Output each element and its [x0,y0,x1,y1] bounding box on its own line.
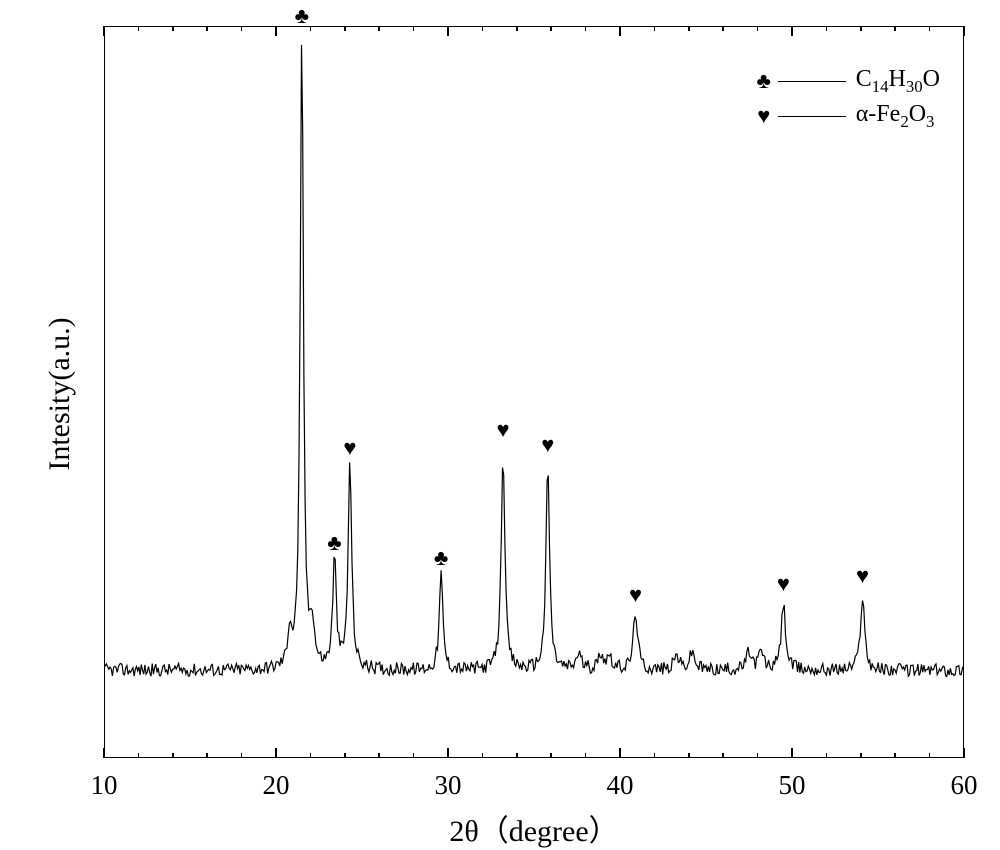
xtick-bottom [963,748,965,758]
xtick-top [894,26,896,31]
xtick-bottom [619,748,621,758]
xtick-top [619,26,621,36]
xtick-top [206,26,208,31]
legend-line [778,81,846,82]
xtick-top [344,26,346,31]
xtick-label: 60 [951,770,978,801]
xtick-bottom [516,753,518,758]
xtick-top [585,26,587,31]
peak-markers: ♣ ♣ ♥ ♣ ♥ ♥ ♥ ♥ ♥ [104,26,964,758]
xtick-top [826,26,828,31]
xtick-top [654,26,656,31]
xtick-top [172,26,174,31]
heart-icon: ♥ [750,103,778,129]
xtick-bottom [310,753,312,758]
heart-icon: ♥ [856,565,869,587]
legend-row: ♣ C14H30O [750,66,940,97]
xtick-bottom [447,748,449,758]
xtick-bottom [206,753,208,758]
legend-label: α-Fe2O3 [856,101,935,132]
xtick-top [688,26,690,31]
xtick-top [241,26,243,31]
xtick-top [963,26,965,36]
y-axis-label: Intesity(a.u.) [43,274,77,514]
xtick-bottom [241,753,243,758]
xtick-top [516,26,518,31]
xtick-label: 20 [263,770,290,801]
xtick-bottom [929,753,931,758]
xtick-top [791,26,793,36]
xtick-label: 30 [435,770,462,801]
xtick-top [103,26,105,36]
xtick-bottom [757,753,759,758]
xrd-figure: ♣♣♥♣♥♥♥♥♥ Intesity(a.u.) 2θ（degree） ♣C14… [0,0,1000,844]
legend-line [778,116,846,117]
xtick-label: 50 [779,770,806,801]
xtick-label: 40 [607,770,634,801]
xtick-top [275,26,277,36]
xtick-bottom [413,753,415,758]
xtick-top [447,26,449,36]
heart-icon: ♥ [497,419,510,441]
x-axis-label: 2θ（degree） [449,806,618,850]
xtick-bottom [344,753,346,758]
xtick-bottom [791,748,793,758]
xtick-bottom [722,753,724,758]
club-icon: ♣ [434,547,448,569]
club-icon: ♣ [750,68,778,94]
heart-icon: ♥ [343,437,356,459]
xtick-bottom [378,753,380,758]
xtick-bottom [550,753,552,758]
xtick-top [310,26,312,31]
xtick-bottom [585,753,587,758]
xtick-top [378,26,380,31]
xtick-bottom [103,748,105,758]
xtick-top [722,26,724,31]
xtick-top [757,26,759,31]
heart-icon: ♥ [777,573,790,595]
legend: ♣ C14H30O ♥ α-Fe2O3 [750,66,940,136]
heart-icon: ♥ [541,434,554,456]
xtick-bottom [860,753,862,758]
xtick-top [413,26,415,31]
xtick-top [482,26,484,31]
xtick-top [929,26,931,31]
xtick-bottom [482,753,484,758]
xtick-bottom [138,753,140,758]
legend-label: C14H30O [856,66,940,97]
xtick-bottom [654,753,656,758]
club-icon: ♣ [327,532,341,554]
xtick-bottom [894,753,896,758]
xtick-bottom [826,753,828,758]
xtick-bottom [275,748,277,758]
xtick-top [860,26,862,31]
plot-area: ♣ ♣ ♥ ♣ ♥ ♥ ♥ ♥ ♥ [104,26,964,758]
xtick-bottom [172,753,174,758]
xtick-label: 10 [91,770,118,801]
xtick-bottom [688,753,690,758]
xtick-top [550,26,552,31]
xtick-top [138,26,140,31]
heart-icon: ♥ [629,584,642,606]
club-icon: ♣ [295,5,309,27]
legend-row: ♥ α-Fe2O3 [750,101,940,132]
